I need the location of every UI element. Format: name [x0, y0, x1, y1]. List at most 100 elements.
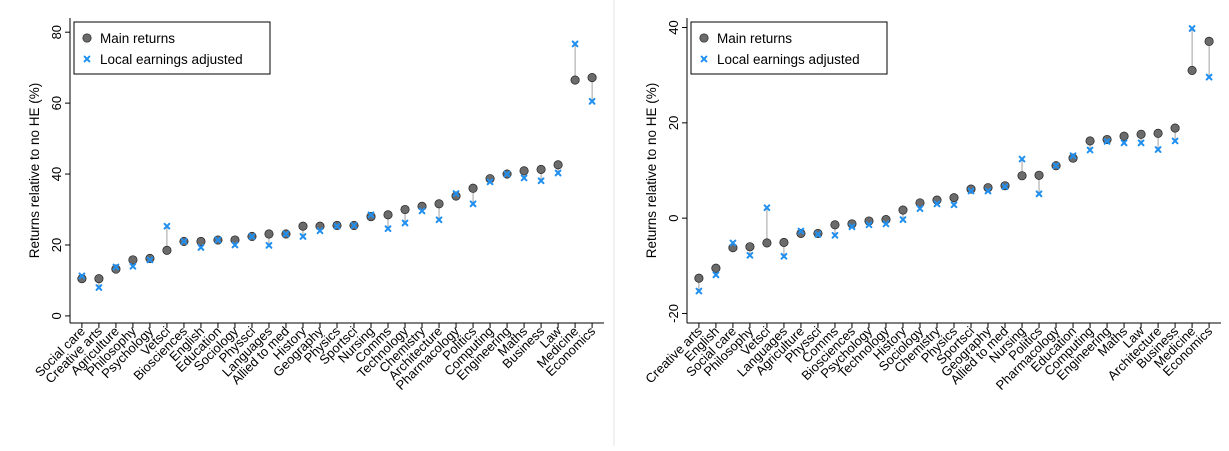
adjusted-point-0 — [695, 287, 703, 295]
main-returns-point-1 — [94, 274, 104, 284]
legend-box — [690, 21, 888, 75]
main-returns-point-5 — [162, 245, 172, 255]
adjusted-point-18 — [1001, 183, 1009, 191]
adjusted-point-11 — [265, 241, 273, 249]
adjusted-point-0 — [78, 272, 86, 280]
adjusted-point-8 — [831, 231, 839, 239]
main-returns-point-6 — [796, 228, 806, 238]
main-returns-point-30 — [587, 73, 597, 83]
main-returns-point-4 — [762, 238, 772, 248]
panel-divider — [613, 0, 615, 446]
legend-box — [73, 21, 271, 75]
y-tick-label: 0 — [49, 312, 64, 319]
adjusted-point-1 — [712, 271, 720, 279]
adjusted-point-5 — [780, 252, 788, 260]
adjusted-point-6 — [797, 227, 805, 235]
adjusted-point-10 — [248, 233, 256, 240]
main-returns-point-20 — [1034, 170, 1044, 180]
main-returns-point-25 — [1119, 131, 1129, 141]
adjusted-point-21 — [1052, 162, 1060, 170]
main-returns-point-29 — [1187, 65, 1197, 75]
legend-adjusted-marker — [700, 55, 708, 63]
main-returns-point-24 — [1102, 134, 1112, 145]
legend-main-label: Main returns — [100, 31, 175, 46]
adjusted-point-19 — [401, 219, 409, 227]
main-returns-point-23 — [468, 183, 478, 193]
main-returns-point-1 — [711, 263, 721, 273]
main-returns-point-27 — [1153, 128, 1163, 138]
main-returns-point-3 — [128, 255, 138, 265]
adjusted-point-22 — [1069, 152, 1077, 160]
main-returns-point-12 — [898, 205, 908, 215]
adjusted-point-10 — [865, 221, 873, 229]
y-tick-label: 80 — [49, 25, 64, 39]
main-returns-point-27 — [536, 164, 546, 174]
adjusted-point-28 — [1171, 137, 1179, 145]
adjusted-point-12 — [899, 216, 907, 223]
adjusted-point-14 — [316, 227, 324, 235]
adjusted-point-17 — [984, 187, 992, 195]
main-returns-point-29 — [570, 75, 580, 85]
y-tick-label: 40 — [666, 20, 681, 34]
adjusted-point-7 — [197, 244, 205, 251]
adjusted-point-11 — [882, 220, 890, 228]
main-returns-point-22 — [1068, 153, 1078, 163]
main-returns-point-21 — [434, 199, 444, 209]
adjusted-point-1 — [95, 284, 103, 291]
main-returns-point-19 — [1017, 171, 1027, 181]
legend-adjusted-marker — [83, 55, 91, 63]
y-tick-label: -20 — [666, 304, 681, 323]
adjusted-point-16 — [967, 187, 975, 195]
adjusted-point-23 — [1086, 146, 1094, 154]
legend-adjusted-label: Local earnings adjusted — [717, 52, 860, 67]
main-returns-point-30 — [1204, 36, 1214, 46]
main-returns-point-0 — [694, 273, 704, 283]
adjusted-point-17 — [367, 211, 375, 219]
adjusted-point-4 — [146, 256, 154, 264]
y-axis-label: Returns relative to no HE (%) — [644, 83, 659, 259]
adjusted-point-13 — [299, 233, 307, 240]
adjusted-point-28 — [554, 169, 562, 177]
adjusted-point-24 — [486, 178, 494, 186]
adjusted-point-6 — [180, 238, 188, 245]
legend-main-marker — [82, 33, 92, 43]
adjusted-point-23 — [469, 200, 477, 208]
adjusted-point-26 — [520, 174, 528, 182]
adjusted-point-19 — [1018, 155, 1026, 163]
adjusted-point-27 — [1154, 146, 1162, 153]
chart-panel-left: 0 20 40 60 80 Returns relative to no HE (%) So… — [0, 0, 612, 446]
main-returns-point-28 — [1170, 123, 1180, 133]
adjusted-point-15 — [950, 201, 958, 209]
adjusted-point-2 — [729, 239, 737, 247]
y-tick-label: 20 — [666, 116, 681, 130]
main-returns-point-13 — [915, 198, 925, 208]
main-returns-point-7 — [196, 236, 206, 246]
adjusted-point-27 — [537, 177, 545, 185]
adjusted-point-22 — [452, 190, 460, 197]
adjusted-point-12 — [282, 230, 290, 238]
adjusted-point-9 — [231, 241, 239, 249]
main-returns-point-5 — [779, 237, 789, 248]
main-returns-point-18 — [383, 210, 393, 220]
main-returns-point-28 — [553, 160, 563, 170]
main-returns-point-2 — [111, 264, 121, 274]
adjusted-point-3 — [129, 262, 137, 270]
main-returns-point-23 — [1085, 136, 1095, 146]
adjusted-point-8 — [214, 236, 222, 244]
adjusted-point-21 — [435, 216, 443, 224]
adjusted-point-7 — [814, 230, 822, 238]
adjusted-point-29 — [1188, 25, 1196, 32]
main-returns-point-19 — [400, 204, 410, 215]
legend-main-marker — [699, 33, 709, 43]
main-returns-point-13 — [298, 221, 308, 231]
chart-panel-right: -20 0 20 40 Returns relative to no HE (%) Cre… — [617, 0, 1229, 446]
adjusted-point-3 — [746, 251, 754, 259]
adjusted-point-24 — [1103, 138, 1111, 145]
main-returns-point-17 — [366, 212, 376, 222]
adjusted-point-2 — [112, 263, 120, 271]
main-returns-point-26 — [1136, 129, 1146, 139]
adjusted-point-25 — [503, 170, 511, 178]
adjusted-point-30 — [588, 97, 596, 105]
adjusted-point-25 — [1120, 139, 1128, 147]
